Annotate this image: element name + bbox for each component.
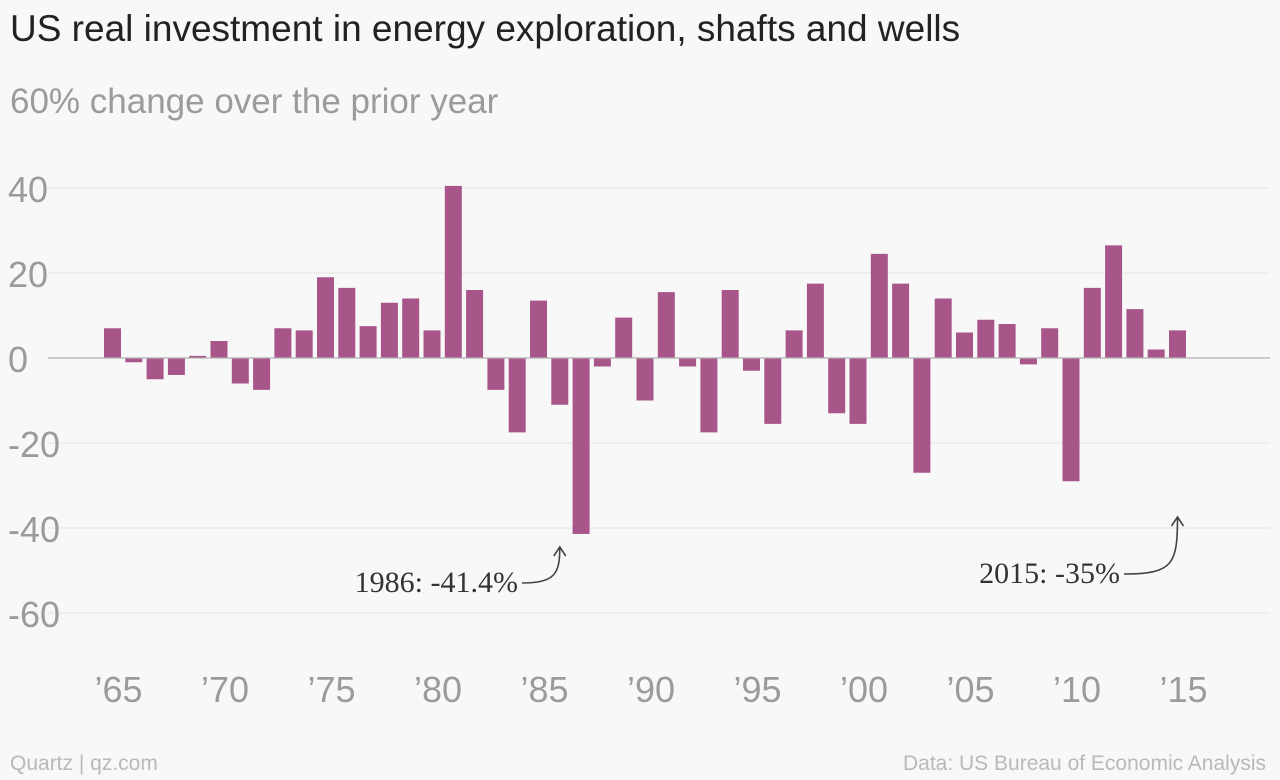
bar-1992 (679, 358, 697, 367)
y-tick-label: 40 (8, 169, 48, 210)
bar-1988 (593, 358, 611, 367)
x-tick-label: ’10 (1053, 669, 1101, 710)
bar-1968 (167, 358, 185, 375)
annotation-label-2015: 2015: -35% (979, 557, 1120, 590)
bar-2014 (1147, 349, 1165, 358)
bar-1976 (338, 287, 356, 358)
bar-2006 (977, 319, 995, 358)
x-tick-label: ’70 (201, 669, 249, 710)
annotation-arrow-2015 (1123, 516, 1179, 575)
bar-1971 (231, 358, 249, 384)
x-tick-label: ’90 (627, 669, 675, 710)
bar-1989 (615, 317, 633, 358)
bar-1978 (380, 302, 398, 358)
bar-1993 (700, 358, 718, 433)
bar-1965 (104, 328, 121, 358)
annotation-label-1986: 1986: -41.4% (355, 566, 518, 599)
bar-2009 (1041, 328, 1059, 358)
bar-2011 (1083, 287, 1101, 358)
bar-2003 (913, 358, 931, 473)
x-tick-label: ’80 (414, 669, 462, 710)
bar-1995 (743, 358, 760, 371)
bar-1990 (636, 358, 654, 401)
x-tick-label: ’75 (307, 669, 355, 710)
bar-1970 (210, 341, 228, 358)
footer-source: Data: US Bureau of Economic Analysis (902, 752, 1266, 775)
bar-1996 (764, 358, 782, 424)
bar-2008 (1019, 358, 1037, 365)
bar-1999 (828, 358, 846, 414)
bar-1997 (785, 330, 803, 358)
arrowhead-icon (553, 545, 567, 557)
chart-subtitle: 60% change over the prior year (10, 82, 505, 122)
bar-1983 (487, 358, 505, 390)
footer-credit: Quartz | qz.com (10, 752, 158, 775)
bar-1984 (508, 358, 526, 433)
bar-1981 (444, 185, 462, 358)
annotation-arrow-1986 (521, 546, 561, 584)
x-tick-label: ’65 (94, 669, 142, 710)
bar-2010 (1062, 358, 1080, 482)
bar-1974 (295, 330, 313, 358)
bar-1998 (806, 283, 824, 358)
bar-1975 (317, 277, 334, 358)
bar-1967 (146, 358, 164, 380)
bar-2001 (870, 253, 888, 358)
bar-2007 (998, 324, 1016, 358)
bar-2012 (1105, 245, 1123, 358)
bar-2015 (1169, 330, 1186, 358)
bar-1985 (530, 300, 547, 358)
bar-1986 (551, 358, 569, 405)
bar-1980 (423, 330, 441, 358)
x-tick-label: ’15 (1159, 669, 1207, 710)
arrowhead-icon (1170, 515, 1185, 527)
y-tick-label: 20 (8, 254, 48, 295)
y-tick-label: -40 (8, 509, 60, 550)
x-tick-label: ’95 (733, 669, 781, 710)
bar-2000 (849, 358, 867, 424)
bar-1994 (721, 290, 739, 358)
x-tick-label: ’85 (520, 669, 568, 710)
bar-1969 (189, 355, 207, 358)
bar-1987 (572, 358, 590, 534)
y-tick-label: -60 (8, 594, 60, 635)
x-tick-label: ’00 (840, 669, 888, 710)
bar-2004 (934, 298, 952, 358)
bar-1977 (359, 326, 377, 358)
bar-2002 (892, 283, 910, 358)
bar-1979 (402, 298, 420, 358)
bar-1991 (657, 292, 675, 358)
chart-title: US real investment in energy exploration… (10, 8, 961, 49)
bar-2005 (956, 332, 973, 358)
bar-1966 (125, 358, 143, 363)
bar-1982 (466, 290, 484, 358)
bar-2013 (1126, 309, 1144, 358)
y-tick-label: -20 (8, 424, 60, 465)
bar-1973 (274, 328, 292, 358)
y-tick-label: 0 (8, 339, 28, 380)
bar-1972 (253, 358, 271, 390)
x-tick-label: ’05 (946, 669, 994, 710)
